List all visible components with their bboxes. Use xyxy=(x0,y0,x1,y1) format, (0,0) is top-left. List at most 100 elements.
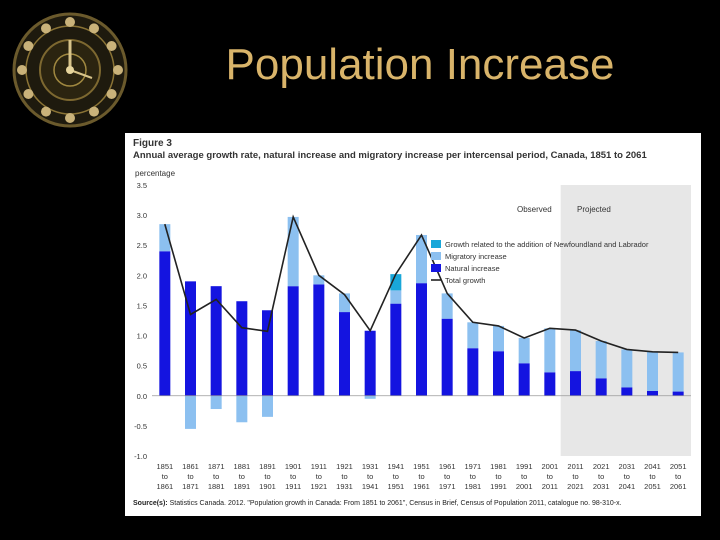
projected-region xyxy=(560,185,691,456)
x-tick-label: to xyxy=(341,472,347,481)
x-tick-label: to xyxy=(649,472,655,481)
legend-label: Natural increase xyxy=(445,264,500,273)
bar-newfoundland-growth xyxy=(390,274,402,291)
x-tick-label: 1891 xyxy=(233,482,250,491)
source-text: Statistics Canada. 2012. "Population gro… xyxy=(169,500,622,507)
bar-migratory-increase xyxy=(467,322,479,349)
bar-natural-increase xyxy=(339,312,350,396)
bar-migratory-increase xyxy=(544,328,556,373)
bar-natural-increase xyxy=(621,387,633,396)
x-tick-label: to xyxy=(316,472,322,481)
chart-title: Annual average growth rate, natural incr… xyxy=(133,150,647,161)
x-tick-label: to xyxy=(444,472,450,481)
bar-natural-increase xyxy=(390,303,402,396)
bar-natural-increase xyxy=(672,391,684,396)
x-tick-label: to xyxy=(367,472,373,481)
x-tick-label: 2011 xyxy=(567,462,583,471)
source-prefix: Source(s): xyxy=(133,500,168,507)
figure-label: Figure 3 xyxy=(133,138,172,149)
x-tick-label: 1901 xyxy=(285,462,302,471)
x-tick-label: to xyxy=(572,472,578,481)
bar-migratory-increase xyxy=(339,293,350,313)
y-tick-label: 3.5 xyxy=(137,181,147,190)
x-tick-label: 2021 xyxy=(567,482,584,491)
legend-label: Migratory increase xyxy=(445,252,507,261)
x-tick-label: 2041 xyxy=(644,462,661,471)
bar-natural-increase xyxy=(262,310,273,396)
x-tick-label: 1861 xyxy=(182,462,199,471)
x-tick-label: 1961 xyxy=(413,482,430,491)
x-tick-label: to xyxy=(495,472,501,481)
bar-migratory-increase xyxy=(364,395,376,399)
x-tick-label: 1981 xyxy=(490,462,507,471)
bar-migratory-increase xyxy=(518,337,530,364)
bar-migratory-increase xyxy=(236,395,248,423)
bar-natural-increase xyxy=(570,371,581,396)
x-tick-label: 2051 xyxy=(670,462,687,471)
bar-migratory-increase xyxy=(185,395,196,429)
x-tick-label: to xyxy=(290,472,296,481)
x-tick-label: 1871 xyxy=(182,482,199,491)
bar-natural-increase xyxy=(416,283,427,396)
x-tick-label: 1951 xyxy=(387,482,404,491)
x-tick-label: 1871 xyxy=(208,462,225,471)
bar-migratory-increase xyxy=(647,351,658,391)
x-tick-label: 2011 xyxy=(542,482,558,491)
x-tick-label: 1891 xyxy=(259,462,276,471)
x-tick-label: 2061 xyxy=(670,482,687,491)
y-tick-label: 1.5 xyxy=(137,301,147,310)
x-tick-label: to xyxy=(393,472,399,481)
bar-natural-increase xyxy=(159,251,171,396)
x-tick-label: 1961 xyxy=(439,462,456,471)
y-tick-label: -0.5 xyxy=(134,422,147,431)
legend-label: Growth related to the addition of Newfou… xyxy=(445,240,649,249)
figure-panel: 3.5 3.0 2.5 2.0 1.5 1.0 0.5 0.0 -0.5 -1.0 percenta… xyxy=(125,133,701,516)
x-tick-label: to xyxy=(675,472,681,481)
x-tick-label: 1921 xyxy=(310,482,327,491)
projected-label: Projected xyxy=(577,205,611,214)
bar-migratory-increase xyxy=(621,349,633,388)
source-note: Source(s): Statistics Canada. 2012. "Pop… xyxy=(133,500,622,507)
x-tick-label: 1911 xyxy=(311,462,327,471)
y-tick-label: 1.0 xyxy=(137,332,147,341)
x-tick-label: 1911 xyxy=(285,482,301,491)
x-tick-label: 1981 xyxy=(464,482,481,491)
y-tick-label: 0.0 xyxy=(137,392,147,401)
x-tick-label: 2001 xyxy=(516,482,533,491)
bar-migratory-increase xyxy=(441,293,453,319)
bar-natural-increase xyxy=(287,286,299,396)
bar-migratory-increase xyxy=(210,395,222,410)
x-tick-label: 1861 xyxy=(156,482,173,491)
bar-natural-increase xyxy=(493,351,504,396)
x-tick-label: 1921 xyxy=(336,462,353,471)
x-tick-label: to xyxy=(418,472,424,481)
growth-chart: 3.5 3.0 2.5 2.0 1.5 1.0 0.5 0.0 -0.5 -1.0 percenta… xyxy=(134,169,691,491)
legend-label: Total growth xyxy=(445,276,485,285)
x-tick-label: 1851 xyxy=(156,462,173,471)
x-tick-label: to xyxy=(547,472,553,481)
bar-natural-increase xyxy=(364,330,376,396)
y-tick-label: 0.5 xyxy=(137,362,147,371)
slide-title: Population Increase xyxy=(225,40,615,89)
x-tick-label: to xyxy=(213,472,219,481)
x-tick-label: 2021 xyxy=(593,462,610,471)
bar-migratory-increase xyxy=(287,216,299,287)
x-tick-label: 1881 xyxy=(208,482,225,491)
bar-natural-increase xyxy=(441,318,453,396)
x-tick-label: 2041 xyxy=(618,482,635,491)
x-tick-label: to xyxy=(624,472,630,481)
bar-migratory-increase xyxy=(159,224,171,252)
x-tick-label: to xyxy=(521,472,527,481)
x-tick-label: 2001 xyxy=(541,462,558,471)
x-tick-label: 1931 xyxy=(336,482,353,491)
x-tick-label: 1941 xyxy=(387,462,404,471)
observed-label: Observed xyxy=(517,205,552,214)
legend-swatch xyxy=(431,264,441,272)
x-tick-label: to xyxy=(162,472,168,481)
bar-migratory-increase xyxy=(493,325,504,352)
bar-natural-increase xyxy=(544,372,556,396)
legend-swatch xyxy=(431,240,441,248)
bar-migratory-increase xyxy=(390,290,402,304)
line-total-growth xyxy=(164,214,679,354)
y-tick-label: 3.0 xyxy=(137,211,147,220)
